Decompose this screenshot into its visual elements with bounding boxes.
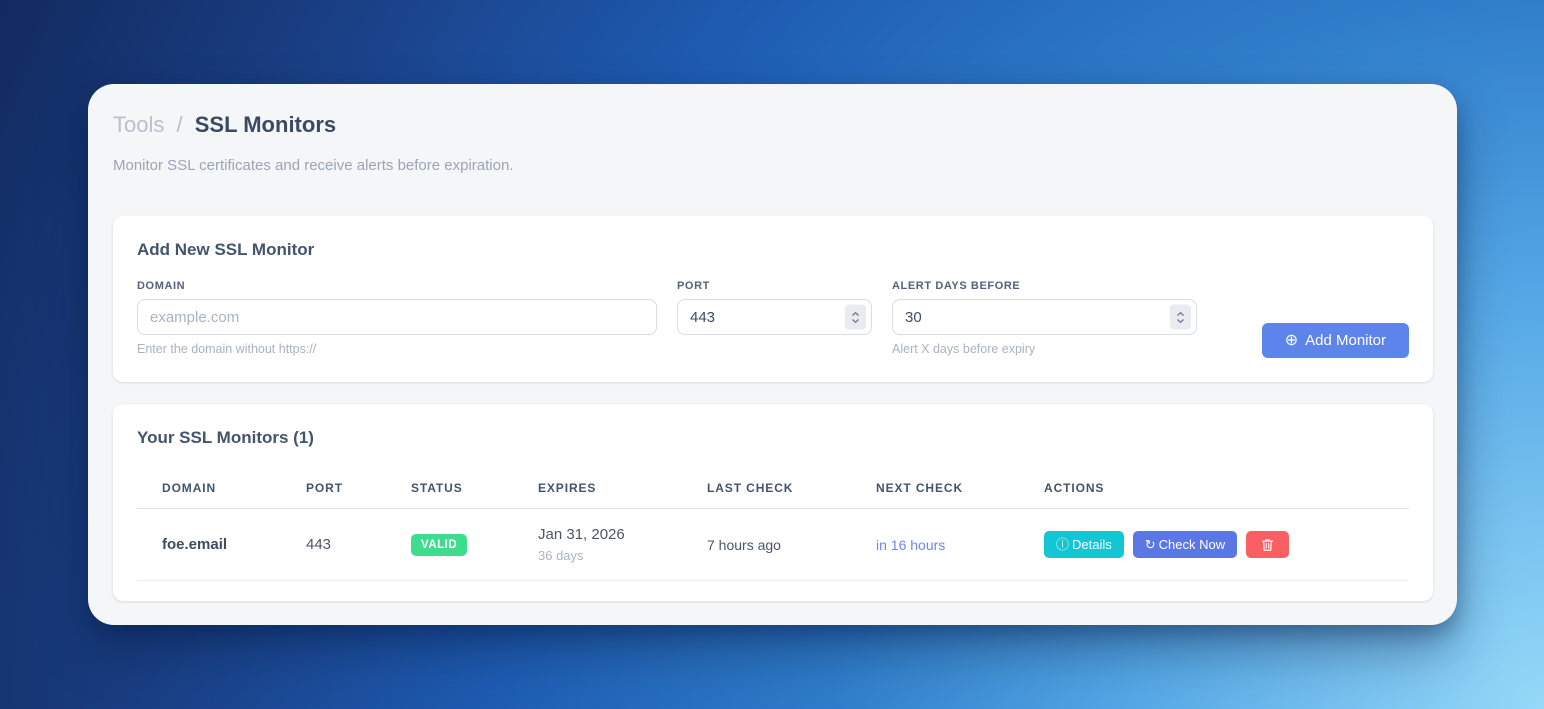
page-subtitle: Monitor SSL certificates and receive ale…	[113, 157, 514, 174]
port-label: PORT	[677, 280, 710, 292]
domain-field: DOMAIN Enter the domain without https://	[137, 280, 657, 357]
monitors-panel-title: Your SSL Monitors (1)	[137, 428, 314, 447]
monitors-table: DOMAIN PORT STATUS EXPIRES LAST CHECK NE…	[137, 460, 1409, 581]
port-input[interactable]	[677, 299, 872, 335]
check-now-button[interactable]: ↻ Check Now	[1132, 531, 1238, 558]
status-badge: VALID	[411, 533, 468, 556]
domain-label: DOMAIN	[137, 280, 186, 292]
cell-next-check: in 16 hours	[876, 508, 1044, 581]
delete-button[interactable]	[1246, 531, 1290, 558]
cell-port: 443	[306, 508, 411, 581]
expires-days-remaining: 36 days	[538, 548, 584, 563]
breadcrumb-tools-link[interactable]: Tools	[113, 112, 165, 137]
column-header-last-check: LAST CHECK	[707, 460, 876, 509]
cell-expires: Jan 31, 2026 36 days	[538, 508, 707, 581]
alert-days-helper: Alert X days before expiry	[892, 342, 1036, 356]
port-field: PORT	[677, 280, 872, 335]
add-monitor-button[interactable]: ⊕ Add Monitor	[1261, 323, 1409, 358]
port-stepper[interactable]	[845, 304, 866, 330]
table-header-row: DOMAIN PORT STATUS EXPIRES LAST CHECK NE…	[137, 460, 1409, 509]
add-monitor-form: DOMAIN Enter the domain without https://…	[137, 280, 1409, 358]
main-card: Tools / SSL Monitors Monitor SSL certifi…	[88, 84, 1457, 625]
table-row: foe.email 443 VALID Jan 31, 2026 36 days…	[137, 508, 1409, 581]
cell-actions: ⓘ Details ↻ Check Now	[1044, 508, 1409, 581]
cell-status: VALID	[411, 508, 538, 581]
expires-date: Jan 31, 2026	[538, 526, 625, 543]
add-monitor-panel: Add New SSL Monitor DOMAIN Enter the dom…	[113, 216, 1433, 382]
page-title: SSL Monitors	[194, 112, 337, 137]
column-header-next-check: NEXT CHECK	[876, 460, 1044, 509]
cell-domain: foe.email	[137, 508, 306, 581]
alert-days-label: ALERT DAYS BEFORE	[892, 280, 1021, 292]
column-header-status: STATUS	[411, 460, 538, 509]
stepper-down-icon	[1177, 318, 1184, 323]
alert-days-stepper[interactable]	[1170, 304, 1191, 330]
breadcrumb: Tools / SSL Monitors	[113, 112, 1432, 138]
plus-circle-icon: ⊕	[1284, 331, 1299, 349]
details-button-label: Details	[1072, 537, 1112, 552]
column-header-domain: DOMAIN	[137, 460, 306, 509]
page-header: Tools / SSL Monitors Monitor SSL certifi…	[88, 84, 1457, 176]
domain-helper: Enter the domain without https://	[137, 342, 317, 356]
stepper-down-icon	[852, 318, 859, 323]
column-header-actions: ACTIONS	[1044, 460, 1409, 509]
monitors-panel: Your SSL Monitors (1) DOMAIN PORT STATUS…	[113, 404, 1433, 601]
breadcrumb-separator: /	[176, 112, 183, 137]
column-header-expires: EXPIRES	[538, 460, 707, 509]
refresh-icon: ↻	[1144, 537, 1156, 552]
add-monitor-panel-title: Add New SSL Monitor	[137, 240, 315, 259]
alert-days-field: ALERT DAYS BEFORE Alert X days before ex…	[892, 280, 1197, 357]
column-header-port: PORT	[306, 460, 411, 509]
add-monitor-button-label: Add Monitor	[1305, 332, 1386, 349]
info-circle-icon: ⓘ	[1056, 537, 1070, 552]
trash-icon	[1262, 538, 1274, 551]
stepper-up-icon	[1177, 311, 1184, 316]
details-button[interactable]: ⓘ Details	[1044, 531, 1124, 558]
domain-input[interactable]	[137, 299, 657, 335]
cell-last-check: 7 hours ago	[707, 508, 876, 581]
alert-days-input[interactable]	[892, 299, 1197, 335]
check-now-button-label: Check Now	[1158, 537, 1226, 552]
stepper-up-icon	[852, 311, 859, 316]
